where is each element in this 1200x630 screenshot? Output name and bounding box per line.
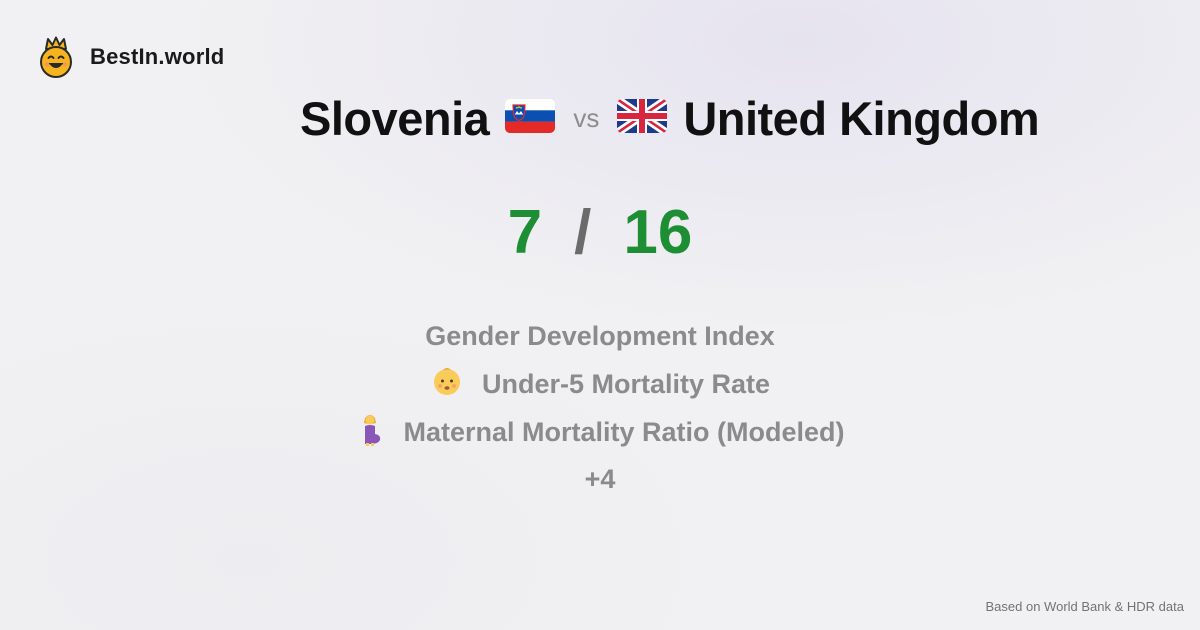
vs-label: vs [573,102,600,133]
slovenia-flag-icon [505,98,556,138]
uk-flag-icon [617,98,668,138]
metric-label: Gender Development Index [425,320,775,351]
metric-label: Under-5 Mortality Rate [481,368,771,399]
metric-label: Maternal Mortality Ratio (Modeled) [403,416,845,447]
score-comparison: 7 / 16 [0,196,1200,270]
brand-name: BestIn.world [90,44,225,69]
brand[interactable]: BestIn.world [38,36,224,78]
data-source-note: Based on World Bank & HDR data [985,599,1184,614]
right-score: 16 [623,198,693,267]
score-separator: / [574,198,592,267]
pregnant-woman-icon [355,412,385,453]
comparison-title: Slovenia vs [300,88,1040,148]
left-score: 7 [507,198,543,267]
metric-item[interactable]: Under-5 Mortality Rate [0,360,1200,408]
more-metrics-count[interactable]: +4 [584,464,616,494]
right-country-name: United Kingdom [683,91,1040,145]
crowned-smiley-logo [40,36,72,78]
metric-item[interactable]: Gender Development Index [0,312,1200,360]
metric-item[interactable]: Maternal Mortality Ratio (Modeled) [0,408,1200,456]
left-country-name: Slovenia [300,91,490,145]
baby-icon [430,364,464,405]
metric-list: Gender Development Index Under-5 Mortali… [0,312,1200,502]
